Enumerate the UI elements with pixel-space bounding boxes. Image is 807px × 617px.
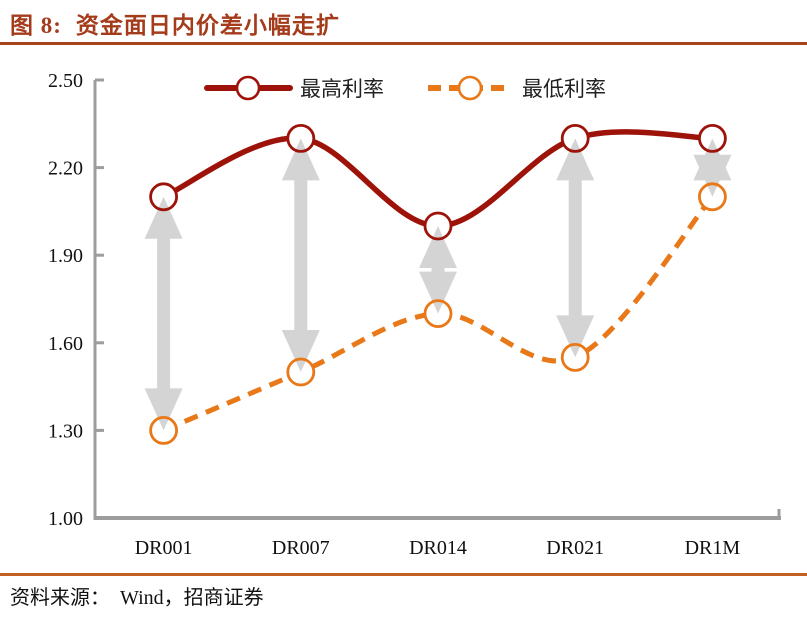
arrow-head-up xyxy=(281,138,320,181)
source-label: 资料来源： xyxy=(10,587,110,609)
y-tick-label: 1.30 xyxy=(48,420,83,442)
arrow-head-up xyxy=(419,226,457,268)
marker-high xyxy=(149,182,179,212)
legend-label-low: 最低利率 xyxy=(522,77,606,101)
arrow-head-down xyxy=(144,388,183,431)
title-divider xyxy=(0,42,807,45)
x-tick-label: DR001 xyxy=(135,537,193,559)
x-tick-label: DR014 xyxy=(409,537,467,559)
legend-label-high: 最高利率 xyxy=(300,77,384,101)
marker-low xyxy=(149,415,179,445)
source-text: Wind，招商证券 xyxy=(120,587,264,609)
rate-spread-chart: 2.50 2.20 1.90 1.60 1.30 1.00 DR001 DR007 DR014 D… xyxy=(48,70,781,559)
source-line: 资料来源： Wind，招商证券 xyxy=(10,581,264,610)
marker-low xyxy=(423,299,453,329)
spread-arrow xyxy=(693,138,732,197)
marker-high xyxy=(423,211,453,241)
chart-area: 2.50 2.20 1.90 1.60 1.30 1.00 DR001 DR007 DR014 D… xyxy=(48,70,781,559)
y-tick-label: 1.90 xyxy=(48,245,83,267)
marker-low xyxy=(560,342,590,372)
figure-title-text: 资金面日内价差小幅走扩 xyxy=(75,13,340,38)
y-tick-label: 2.20 xyxy=(48,158,83,180)
legend: 最高利率 最低利率 xyxy=(204,75,606,101)
legend-marker-low xyxy=(457,75,483,101)
y-tick-label: 1.00 xyxy=(48,508,83,530)
arrow-shaft xyxy=(157,236,171,391)
y-tick-label: 1.60 xyxy=(48,333,83,355)
arrow-head-down xyxy=(419,271,457,314)
figure-number: 图 8: xyxy=(10,13,62,38)
spread-arrow xyxy=(144,196,183,431)
spread-arrow xyxy=(281,138,320,372)
x-tick-label: DR021 xyxy=(546,537,604,559)
marker-high xyxy=(286,123,316,153)
footer-divider xyxy=(0,573,807,576)
marker-low xyxy=(698,182,727,212)
arrow-head-down xyxy=(693,154,732,197)
arrow-head-up xyxy=(144,196,183,239)
spread-arrow xyxy=(556,138,595,358)
marker-high xyxy=(698,123,727,153)
marker-high xyxy=(560,123,590,153)
figure-title: 图 8: 资金面日内价差小幅走扩 xyxy=(10,6,340,40)
x-tick-label: DR007 xyxy=(272,537,330,559)
arrow-head-up xyxy=(556,138,595,181)
marker-low xyxy=(286,357,316,387)
arrow-shaft xyxy=(568,178,582,318)
arrow-shaft xyxy=(294,178,308,332)
arrow-head-down xyxy=(556,315,595,358)
legend-marker-high xyxy=(235,75,261,101)
y-tick-label: 2.50 xyxy=(48,70,83,92)
arrow-shaft xyxy=(431,266,445,274)
spread-arrow xyxy=(419,226,457,314)
x-tick-label: DR1M xyxy=(685,537,741,559)
arrow-head-down xyxy=(281,330,320,372)
